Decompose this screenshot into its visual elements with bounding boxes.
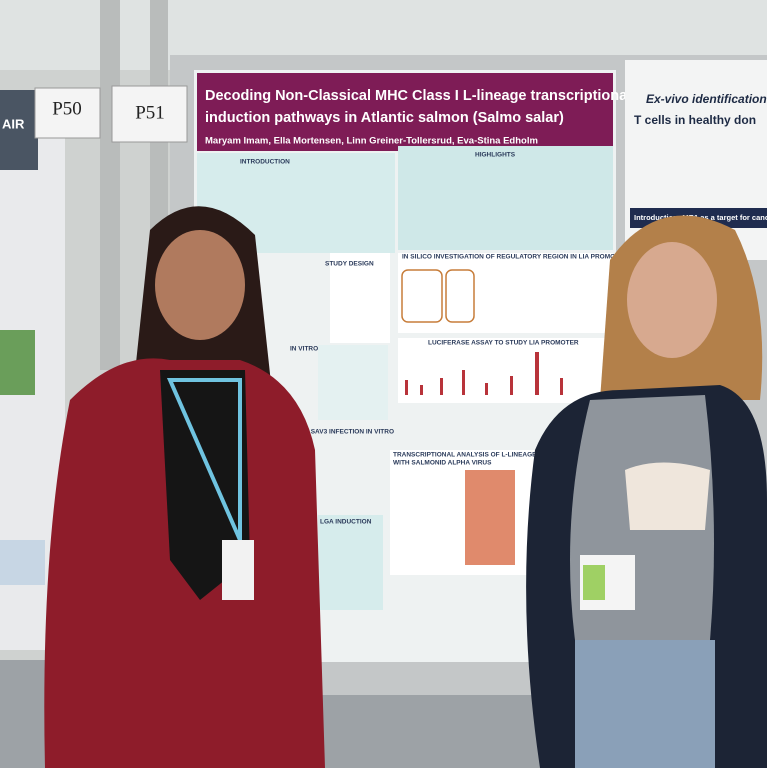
- panel: [318, 515, 383, 610]
- section-heading: HIGHLIGHTS: [475, 152, 516, 159]
- section-heading: TRANSCRIPTIONAL ANALYSIS OF L-LINEAGE IN…: [393, 452, 588, 459]
- poster-authors: Maryam Imam, Ella Mortensen, Linn Greine…: [205, 136, 538, 147]
- left-poster-figure: [0, 330, 35, 395]
- section-heading: IN SILICO INVESTIGATION OF REGULATORY RE…: [402, 254, 628, 261]
- left-poster-band: [0, 90, 38, 170]
- sign-label: P51: [135, 102, 165, 123]
- sign: [111, 85, 188, 143]
- section-heading: STUDY DESIGN: [325, 261, 374, 268]
- section-heading: TO SAV3 INFECTION IN VITRO: [300, 429, 394, 436]
- panel: [318, 345, 388, 420]
- frame-post: [100, 0, 120, 370]
- panel: [330, 253, 390, 343]
- section-heading: IN VITRO: [290, 346, 318, 353]
- panel: [398, 146, 613, 250]
- left-poster-box: [0, 540, 45, 585]
- poster-title: Decoding Non-Classical MHC Class I L-lin…: [205, 88, 631, 104]
- poster-diagram: [401, 269, 475, 323]
- sign-label: P50: [52, 98, 82, 119]
- poster-title-bar: [197, 73, 613, 151]
- person-left: [44, 206, 326, 768]
- right-poster-title: Ex-vivo identification: [646, 92, 767, 106]
- poster-title: induction pathways in Atlantic salmon (S…: [205, 110, 564, 126]
- sign: [34, 87, 101, 139]
- section-heading: LGA INDUCTION: [320, 519, 372, 526]
- left-poster-label: AIR: [2, 116, 25, 131]
- panel: [398, 338, 613, 403]
- person-right: [526, 215, 767, 768]
- panel: [398, 253, 613, 333]
- section-heading: WITH SALMONID ALPHA VIRUS: [393, 460, 492, 467]
- section-heading: INTRODUCTION: [240, 159, 290, 166]
- section-heading: LUCIFERASE ASSAY TO STUDY LIA PROMOTER: [428, 340, 579, 347]
- poster-figure: [405, 352, 563, 565]
- right-poster-title: T cells in healthy don: [634, 113, 756, 127]
